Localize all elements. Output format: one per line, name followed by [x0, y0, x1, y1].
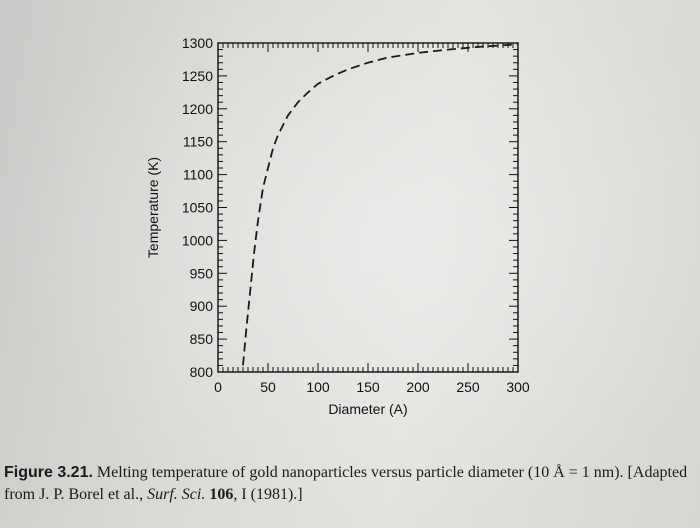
y-tick-label: 800: [190, 364, 214, 380]
x-tick-label: 200: [406, 379, 430, 395]
caption-text: Melting temperature of gold nanoparticle…: [4, 464, 688, 503]
tick-labels: 0 50 100 150 200 250 300 800 850 900 950 1000 1050 11…: [182, 35, 530, 395]
series-layer: [242, 43, 519, 366]
y-tick-label: 1300: [182, 35, 213, 51]
figure-label: Figure 3.21.: [4, 464, 93, 481]
x-tick-label: 0: [214, 379, 222, 395]
caption-volume: 106: [209, 486, 234, 503]
melting-temperature-chart: 0 50 100 150 200 250 300 800 850 900 950 1000 1050 11…: [145, 35, 530, 417]
y-tick-label: 1000: [182, 232, 213, 248]
x-tick-label: 150: [356, 379, 380, 395]
caption-text-end: , I (1981).]: [233, 486, 303, 503]
x-axis-title: Diameter (A): [328, 401, 407, 417]
figure-caption: Figure 3.21. Melting temperature of gold…: [4, 462, 694, 506]
x-tick-label: 50: [260, 379, 276, 395]
caption-journal: Surf. Sci.: [147, 486, 206, 503]
y-tick-label: 900: [190, 298, 214, 314]
y-axis-title: Temperature (K): [145, 157, 161, 258]
x-tick-label: 300: [506, 379, 530, 395]
x-tick-label: 100: [306, 379, 330, 395]
axis-ticks: [217, 42, 519, 373]
y-tick-label: 950: [190, 265, 214, 281]
y-tick-label: 1100: [183, 167, 213, 183]
y-tick-label: 1050: [182, 200, 213, 216]
melting-temperature-curve: [242, 43, 519, 366]
plot-frame: [217, 42, 519, 373]
x-tick-label: 250: [456, 379, 480, 395]
y-tick-label: 850: [190, 331, 214, 347]
y-tick-label: 1150: [183, 134, 213, 150]
y-tick-label: 1250: [182, 68, 213, 84]
y-tick-label: 1200: [182, 101, 213, 117]
